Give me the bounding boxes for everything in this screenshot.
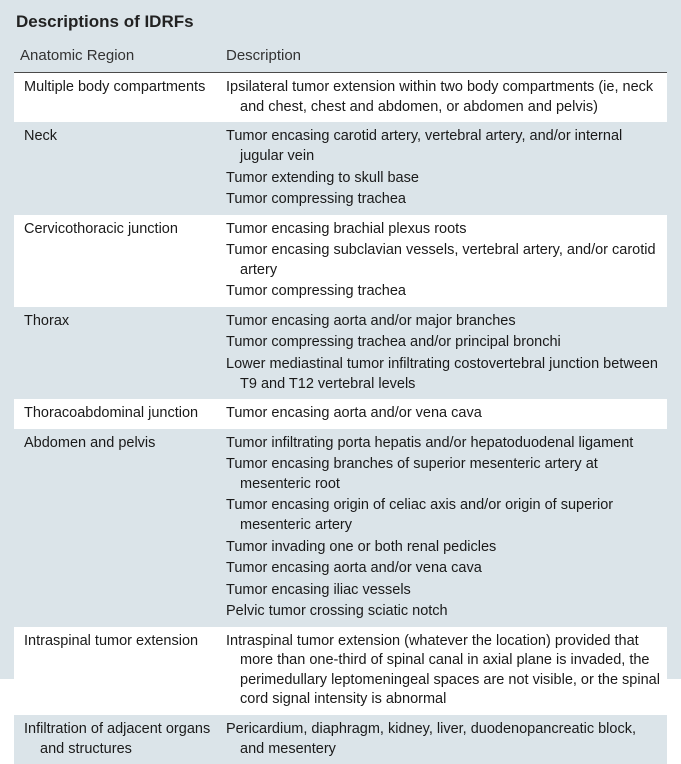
description-line: Tumor compressing trachea <box>226 282 661 302</box>
table-row: Intraspinal tumor extension Intraspinal t… <box>14 627 667 715</box>
description-line: Lower mediastinal tumor infiltrating cos… <box>226 355 661 394</box>
table-row: Infiltration of adjacent organs and stru… <box>14 715 667 764</box>
description-cell: Ipsilateral tumor extension within two b… <box>220 73 667 123</box>
table-row: Abdomen and pelvis Tumor infiltrating por… <box>14 429 667 627</box>
region-cell: Thoracoabdominal junction <box>14 399 220 429</box>
idrf-table: Anatomic Region Description Multiple bod… <box>14 42 667 764</box>
region-cell: Infiltration of adjacent organs and stru… <box>14 715 220 764</box>
description-line: Tumor encasing aorta and/or major branch… <box>226 312 661 332</box>
col-description: Description <box>220 42 667 73</box>
description-line: Ipsilateral tumor extension within two b… <box>226 78 661 117</box>
region-cell: Multiple body compartments <box>14 73 220 123</box>
description-line: Tumor infiltrating porta hepatis and/or … <box>226 434 661 454</box>
region-label: Intraspinal tumor extension <box>24 632 214 652</box>
table-row: Cervicothoracic junction Tumor encasing b… <box>14 215 667 307</box>
description-line: Tumor encasing carotid artery, vertebral… <box>226 127 661 166</box>
description-cell: Tumor encasing aorta and/or vena cava <box>220 399 667 429</box>
table-row: Thoracoabdominal junction Tumor encasing … <box>14 399 667 429</box>
description-line: Tumor compressing trachea and/or princip… <box>226 333 661 353</box>
region-label: Abdomen and pelvis <box>24 434 214 454</box>
region-cell: Thorax <box>14 307 220 399</box>
description-line: Tumor encasing subclavian vessels, verte… <box>226 241 661 280</box>
description-line: Tumor encasing aorta and/or vena cava <box>226 559 661 579</box>
description-cell: Tumor encasing aorta and/or major branch… <box>220 307 667 399</box>
region-cell: Intraspinal tumor extension <box>14 627 220 715</box>
idrf-table-page: Descriptions of IDRFs Anatomic Region De… <box>0 0 681 679</box>
region-label: Infiltration of adjacent organs and stru… <box>24 720 214 759</box>
table-row: Thorax Tumor encasing aorta and/or major … <box>14 307 667 399</box>
description-cell: Pericardium, diaphragm, kidney, liver, d… <box>220 715 667 764</box>
description-line: Tumor extending to skull base <box>226 169 661 189</box>
region-label: Thoracoabdominal junction <box>24 404 214 424</box>
description-line: Tumor invading one or both renal pedicle… <box>226 538 661 558</box>
description-cell: Tumor infiltrating porta hepatis and/or … <box>220 429 667 627</box>
description-line: Tumor encasing iliac vessels <box>226 581 661 601</box>
description-line: Tumor encasing branches of superior mese… <box>226 455 661 494</box>
table-body: Multiple body compartments Ipsilateral tu… <box>14 73 667 764</box>
table-row: Multiple body compartments Ipsilateral tu… <box>14 73 667 123</box>
region-cell: Neck <box>14 122 220 214</box>
description-cell: Intraspinal tumor extension (whatever th… <box>220 627 667 715</box>
col-anatomic-region: Anatomic Region <box>14 42 220 73</box>
description-line: Tumor encasing aorta and/or vena cava <box>226 404 661 424</box>
description-line: Pelvic tumor crossing sciatic notch <box>226 602 661 622</box>
description-cell: Tumor encasing brachial plexus rootsTumo… <box>220 215 667 307</box>
table-row: Neck Tumor encasing carotid artery, verte… <box>14 122 667 214</box>
region-label: Cervicothoracic junction <box>24 220 214 240</box>
page-title: Descriptions of IDRFs <box>16 12 667 32</box>
description-line: Pericardium, diaphragm, kidney, liver, d… <box>226 720 661 759</box>
region-label: Neck <box>24 127 214 147</box>
region-cell: Cervicothoracic junction <box>14 215 220 307</box>
region-cell: Abdomen and pelvis <box>14 429 220 627</box>
description-cell: Tumor encasing carotid artery, vertebral… <box>220 122 667 214</box>
region-label: Thorax <box>24 312 214 332</box>
description-line: Tumor encasing brachial plexus roots <box>226 220 661 240</box>
header-row: Anatomic Region Description <box>14 42 667 73</box>
description-line: Tumor compressing trachea <box>226 190 661 210</box>
description-line: Intraspinal tumor extension (whatever th… <box>226 632 661 710</box>
region-label: Multiple body compartments <box>24 78 214 98</box>
description-line: Tumor encasing origin of celiac axis and… <box>226 496 661 535</box>
